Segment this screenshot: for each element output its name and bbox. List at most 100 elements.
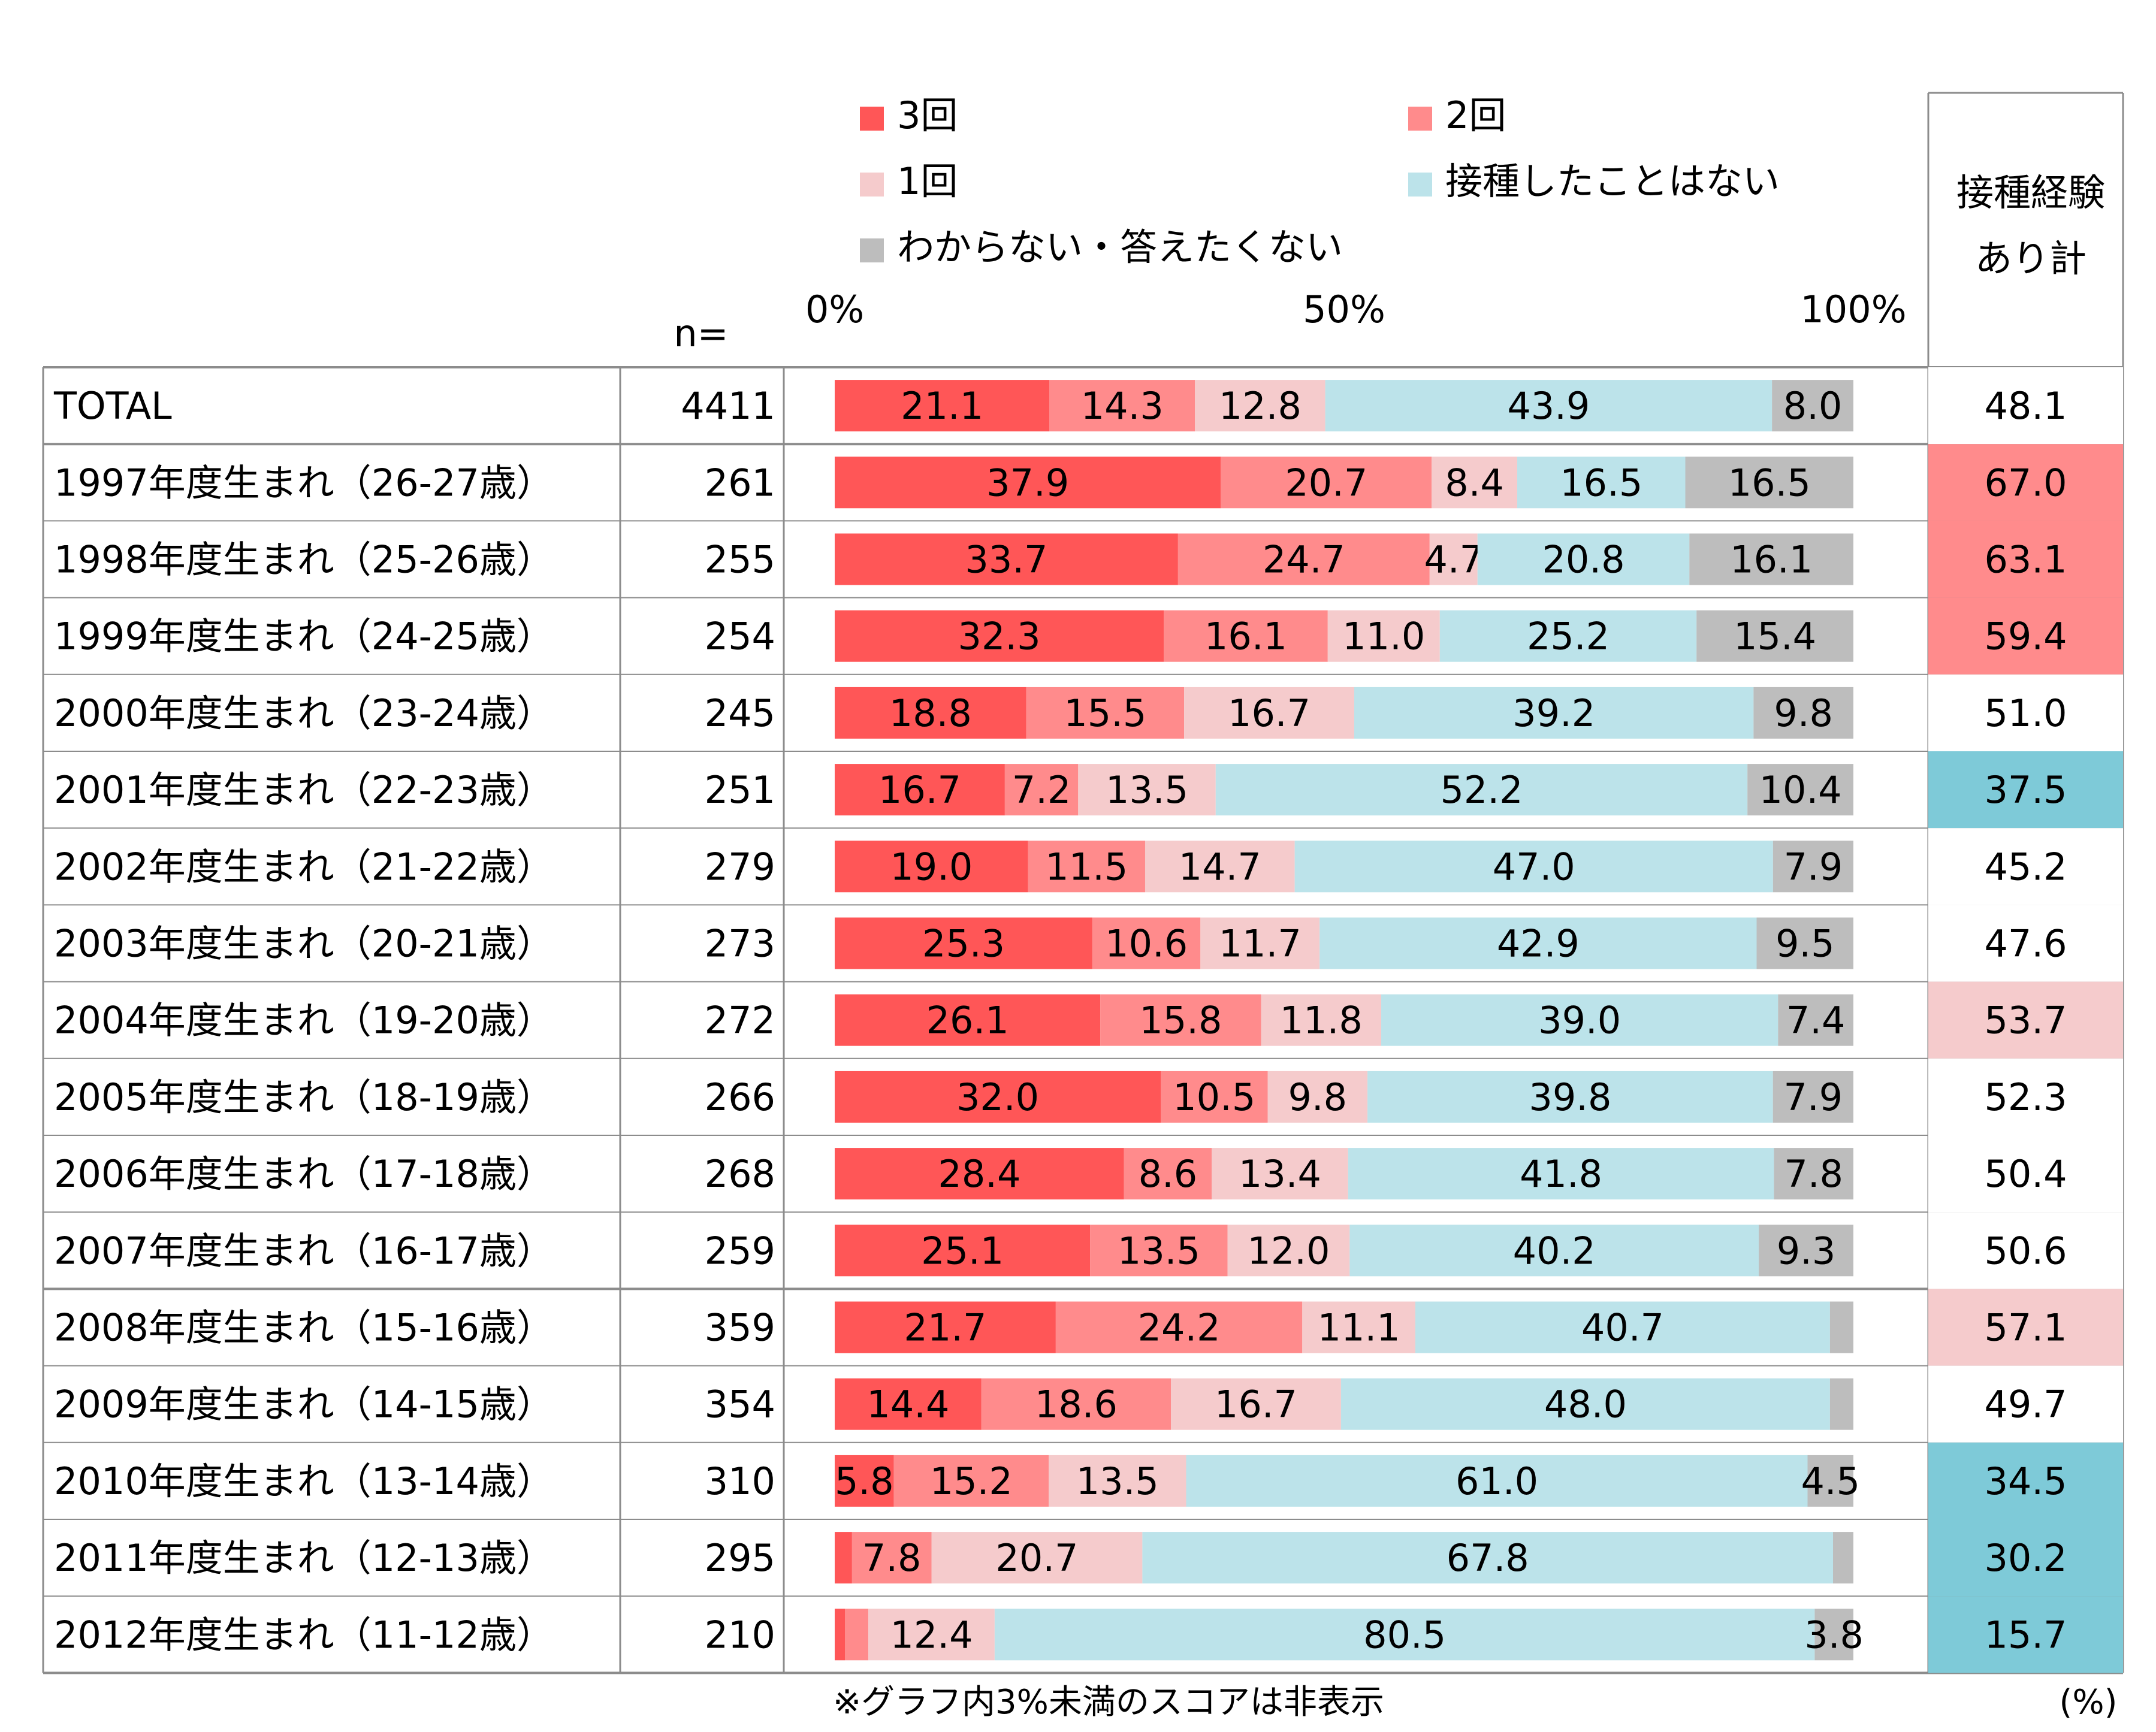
row-label: 2006年度生まれ（17-18歳） [54, 1152, 554, 1196]
axis-ticks: 0% 50% 100% [805, 288, 1907, 331]
table-row: 2000年度生まれ（23-24歳） 245 51.0 18.8 15.5 16.7 39.2… [54, 674, 2123, 751]
total-cell-bg [1928, 1135, 2123, 1213]
bar-value-label: 8.0 [1783, 384, 1843, 428]
bar-value-label: 52.2 [1440, 768, 1523, 812]
bar-value-label: 48.0 [1544, 1383, 1627, 1426]
bar-value-label: 13.5 [1118, 1229, 1200, 1272]
bar-value-label: 11.7 [1219, 922, 1302, 966]
bar-value-label: 28.4 [938, 1152, 1020, 1196]
unit-note: (%) [2060, 1683, 2118, 1722]
row-total: 50.6 [1984, 1229, 2067, 1272]
row-label: 2011年度生まれ（12-13歳） [54, 1536, 554, 1580]
bar-value-label: 33.7 [965, 538, 1047, 582]
total-cell-bg [1928, 367, 2123, 445]
bar-value-label: 25.1 [921, 1229, 1004, 1272]
bar-value-label: 14.7 [1179, 845, 1261, 888]
row-n: 254 [705, 615, 775, 658]
bar-value-label: 16.7 [878, 768, 961, 812]
bar-segment [1171, 1378, 1341, 1430]
bar-segment [1186, 1455, 1808, 1507]
bar-segment [1142, 1532, 1833, 1584]
bar-value-label: 20.7 [1285, 461, 1367, 504]
bar-segment [851, 1532, 932, 1584]
bar-segment [835, 457, 1221, 509]
row-label: 2012年度生まれ（11-12歳） [54, 1613, 554, 1657]
row-label: 2004年度生まれ（19-20歳） [54, 999, 554, 1042]
table-row: 2008年度生まれ（15-16歳） 359 57.1 21.7 24.2 11.1 40.7 [54, 1289, 2123, 1366]
bar-value-label: 24.2 [1138, 1306, 1221, 1350]
row-total: 52.3 [1984, 1075, 2067, 1119]
bar-value-label: 9.8 [1774, 691, 1833, 735]
row-total: 30.2 [1984, 1536, 2067, 1580]
table-row: 2011年度生まれ（12-13歳） 295 30.2 7.8 20.7 67.8 [54, 1519, 2123, 1597]
row-n: 273 [705, 922, 775, 966]
bar-value-label: 39.2 [1512, 691, 1595, 735]
table-row: 2006年度生まれ（17-18歳） 268 50.4 28.4 8.6 13.4 41.8 7… [54, 1135, 2123, 1213]
bar-segment [1689, 533, 1853, 585]
row-total: 67.0 [1984, 461, 2067, 504]
total-cell-bg [1928, 1058, 2123, 1135]
row-label: 2001年度生まれ（22-23歳） [54, 768, 554, 812]
bar-value-label: 25.3 [922, 922, 1005, 966]
row-total: 47.6 [1984, 922, 2067, 966]
bar-value-label: 11.5 [1045, 845, 1128, 888]
bar-value-label: 39.8 [1529, 1075, 1611, 1119]
legend-swatch [1408, 173, 1432, 197]
bar-segment [835, 533, 1178, 585]
row-label: 2008年度生まれ（15-16歳） [54, 1306, 554, 1350]
bar-value-label: 11.1 [1318, 1306, 1400, 1350]
bar-segment [994, 1609, 1815, 1661]
row-label: 1999年度生まれ（24-25歳） [54, 615, 554, 658]
bar-segment [1325, 380, 1772, 432]
bar-segment [835, 1609, 845, 1661]
total-cell-bg [1928, 444, 2123, 521]
table-row: 2005年度生まれ（18-19歳） 266 52.3 32.0 10.5 9.8 39.8 7… [54, 1058, 2123, 1135]
total-cell-bg [1928, 521, 2123, 598]
bar-segment [1340, 1378, 1830, 1430]
bar-segment [1124, 1148, 1212, 1200]
bar-segment [1319, 917, 1757, 969]
bar-segment [1294, 841, 1773, 893]
row-label: 2003年度生まれ（20-21歳） [54, 922, 554, 966]
bar-segment [835, 841, 1028, 893]
row-n: 261 [705, 461, 775, 504]
table-row: 2010年度生まれ（13-14歳） 310 34.5 5.8 15.2 13.5 61.0 4… [54, 1442, 2123, 1519]
bar-value-label: 7.9 [1784, 1075, 1843, 1119]
bar-segment [1100, 994, 1261, 1046]
bar-segment [1429, 533, 1478, 585]
row-label: 1997年度生まれ（26-27歳） [54, 461, 554, 504]
row-n: 359 [705, 1306, 775, 1350]
bar-segment [1753, 687, 1853, 739]
table-row: 2001年度生まれ（22-23歳） 251 37.5 16.7 7.2 13.5 52.2 1… [54, 751, 2123, 829]
bar-value-label: 40.7 [1581, 1306, 1664, 1350]
table-header: n= 接種経験 あり計 [674, 171, 2105, 355]
row-total: 51.0 [1984, 691, 2067, 735]
bar-segment [1184, 687, 1354, 739]
bar-value-label: 15.2 [930, 1459, 1013, 1503]
bar-segment [1348, 1148, 1774, 1200]
bar-segment [1026, 687, 1185, 739]
row-label: 2000年度生まれ（23-24歳） [54, 691, 554, 735]
bar-value-label: 24.7 [1263, 538, 1345, 582]
row-total: 63.1 [1984, 538, 2067, 582]
bar-segment [1772, 841, 1853, 893]
bar-value-label: 18.6 [1035, 1383, 1118, 1426]
bar-segment [931, 1532, 1143, 1584]
total-cell-bg [1928, 674, 2123, 751]
row-total: 48.1 [1984, 384, 2067, 428]
row-total: 37.5 [1984, 768, 2067, 812]
bar-segment [1161, 1071, 1268, 1123]
bar-value-label: 32.3 [958, 615, 1041, 658]
bar-value-label: 10.4 [1759, 768, 1842, 812]
row-n: 210 [705, 1613, 775, 1657]
bar-value-label: 10.5 [1173, 1075, 1255, 1119]
bar-segment [1772, 380, 1853, 432]
total-cell-bg [1928, 1442, 2123, 1519]
bar-segment [1090, 1225, 1228, 1277]
total-cell-bg [1928, 597, 2123, 675]
bar-segment [835, 687, 1026, 739]
row-total: 59.4 [1984, 615, 2067, 658]
table-row: 1998年度生まれ（25-26歳） 255 63.1 33.7 24.7 4.7 20.8 1… [54, 521, 2123, 598]
table-row: 2009年度生まれ（14-15歳） 354 49.7 14.4 18.6 16.7 48.0 [54, 1365, 2123, 1443]
